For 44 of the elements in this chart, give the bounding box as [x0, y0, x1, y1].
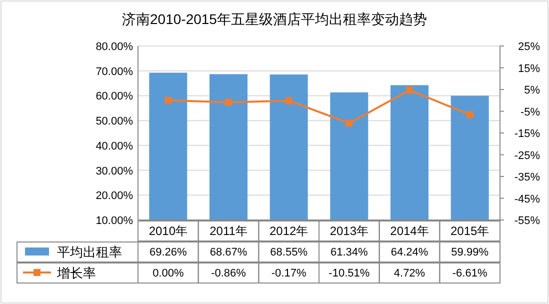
data-label: 4.72%: [394, 268, 426, 280]
y2-tick-label: -25%: [514, 150, 540, 162]
data-label: -0.86%: [211, 268, 246, 280]
y-tick-label: 60.00%: [96, 90, 134, 103]
data-label: -10.51%: [328, 268, 370, 280]
legend-label: 平均出租率: [57, 244, 122, 260]
point: [466, 111, 474, 118]
y2-tick-label: -45%: [514, 193, 540, 206]
y-tick-label: 30.00%: [96, 165, 134, 178]
point: [225, 98, 232, 106]
data-label: 59.99%: [451, 246, 489, 258]
point: [285, 97, 292, 104]
data-label: 68.55%: [270, 246, 308, 258]
y2-tick-label: -55%: [514, 215, 540, 227]
data-label: 61.34%: [330, 246, 368, 258]
chart-title: 济南2010-2015年五星级酒店平均出租率变动趋势: [122, 11, 427, 27]
data-label: -0.17%: [271, 268, 306, 280]
y-tick-label: 50.00%: [96, 116, 134, 128]
y-tick-label: 40.00%: [96, 140, 134, 152]
y2-tick-label: 25%: [518, 41, 540, 53]
y-tick-label: 70.00%: [96, 66, 134, 78]
data-label: 68.67%: [210, 246, 248, 258]
y-tick-label: 80.00%: [96, 41, 134, 53]
y2-tick-label: 5%: [524, 84, 540, 96]
x-tick-label: 2012年: [269, 224, 308, 238]
y2-tick-label: -35%: [514, 172, 540, 184]
data-label: 0.00%: [152, 268, 184, 280]
point: [346, 120, 353, 127]
x-tick-label: 2014年: [390, 224, 429, 238]
x-tick-label: 2010年: [148, 224, 188, 238]
y2-tick-label: -15%: [514, 128, 540, 140]
data-label: 64.24%: [390, 246, 428, 258]
data-label: 69.26%: [150, 246, 188, 258]
x-tick-label: 2015年: [450, 224, 490, 238]
y-tick-label: 10.00%: [96, 215, 134, 227]
y2-tick-label: -5%: [520, 106, 540, 118]
data-label: -6.61%: [452, 268, 488, 280]
y-tick-label: 20.00%: [96, 190, 134, 202]
x-tick-label: 2011年: [210, 224, 248, 238]
point: [406, 86, 413, 94]
point: [164, 96, 172, 104]
legend-label: 增长率: [56, 266, 96, 280]
y2-tick-label: 15%: [518, 62, 540, 75]
x-tick-label: 2013年: [330, 224, 369, 238]
